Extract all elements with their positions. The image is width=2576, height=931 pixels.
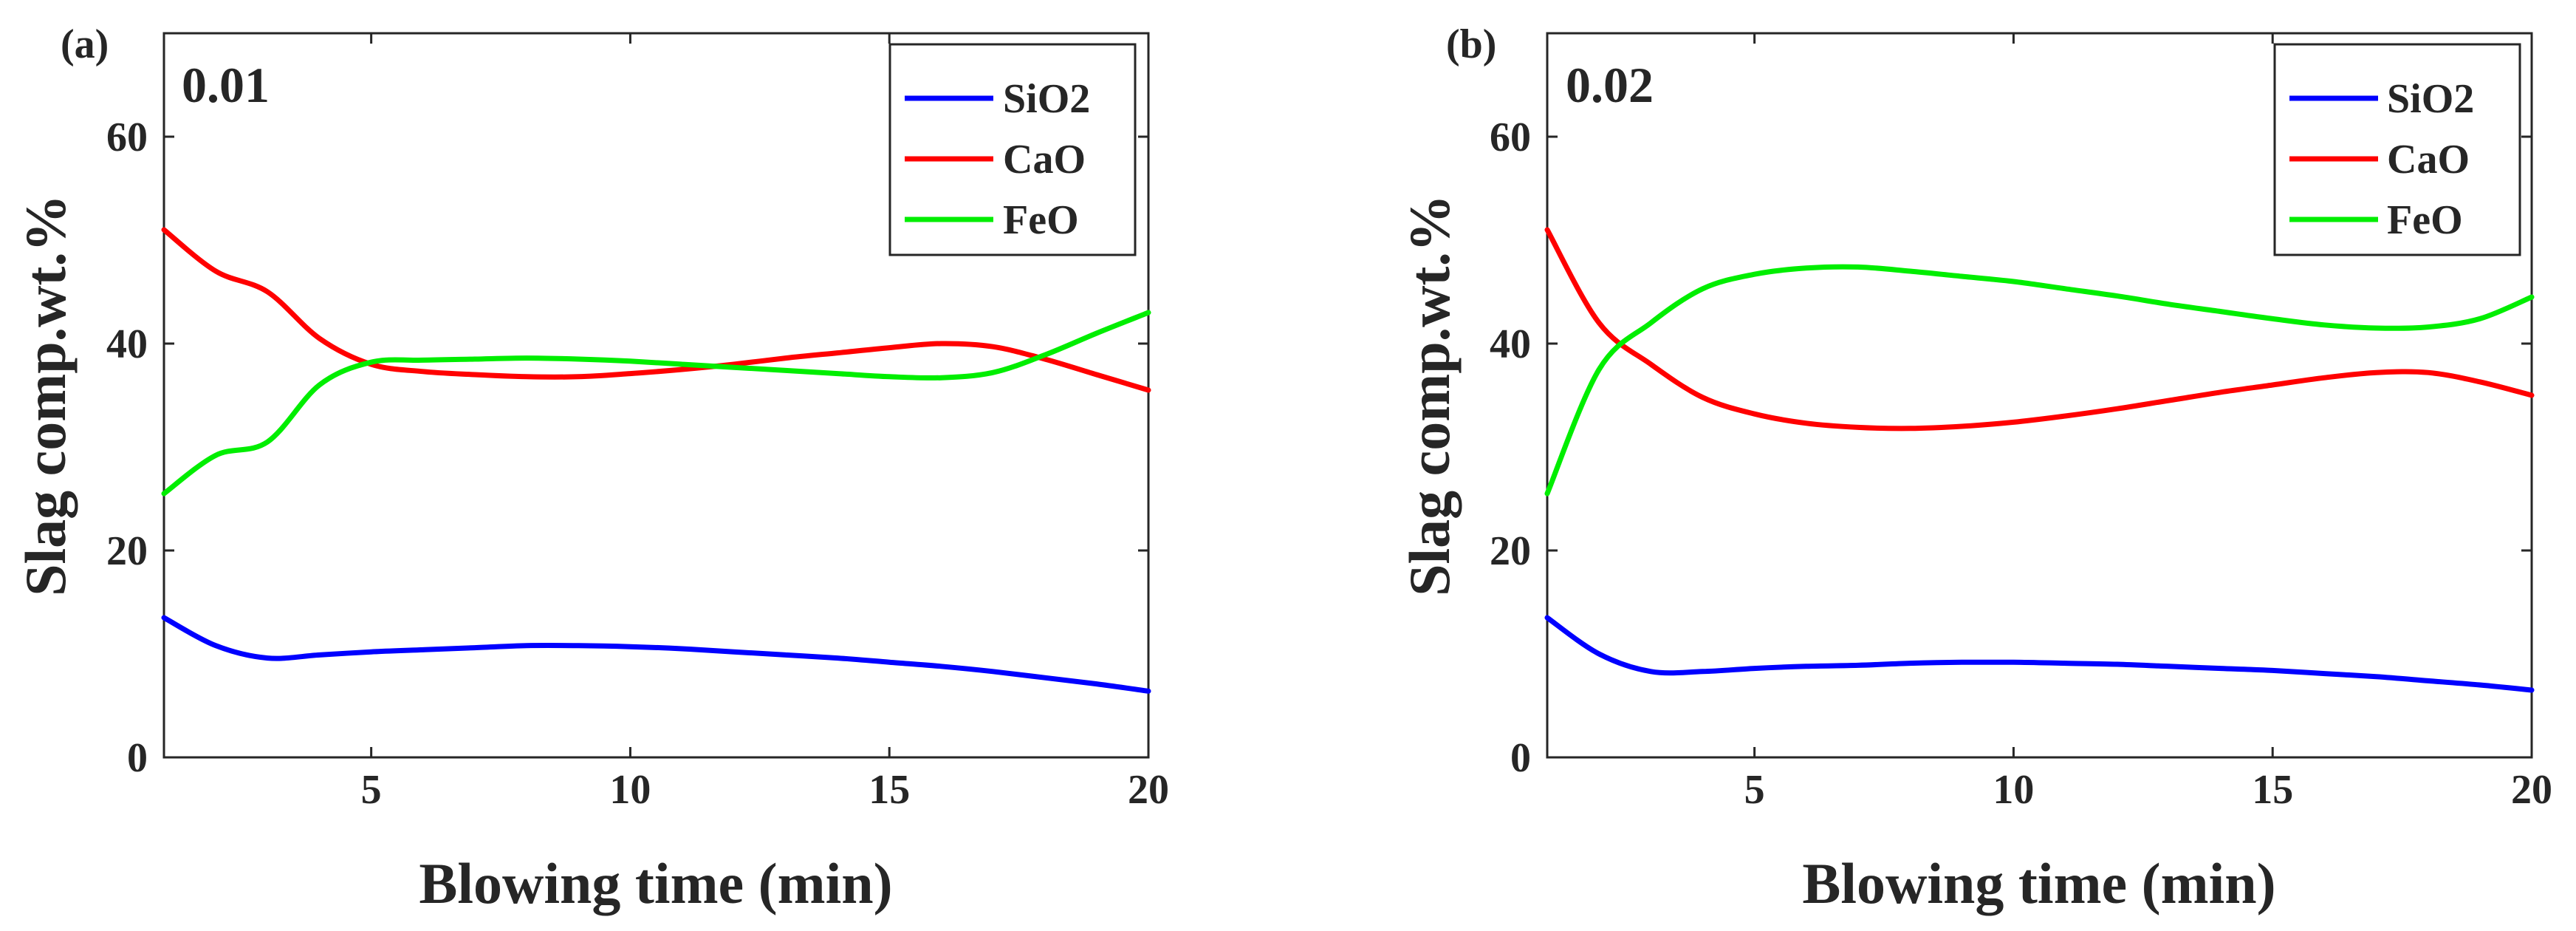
panel-b-series-line-cao	[1544, 227, 2535, 432]
panel-a-x-tick-label-20: 20	[1128, 767, 1169, 813]
panel-a-series-line-feo	[161, 310, 1151, 497]
panel-a: 5 10 15 20 0 20 40 60 (a) 0.01 Blowing time (mi…	[13, 21, 1169, 915]
panel-a-ticks: 5 10 15 20 0 20 40 60	[106, 33, 1169, 813]
panel-a-y-tick-label-20: 20	[106, 528, 148, 574]
panel-a-series	[161, 227, 1151, 694]
panel-a-y-axis-label: Slag comp.wt.%	[13, 194, 78, 596]
panel-b-legend-label-sio2: SiO2	[2387, 76, 2474, 122]
panel-b-ticks: 5 10 15 20 0 20 40 60	[1490, 33, 2552, 813]
panel-a-legend-label-cao: CaO	[1003, 137, 1086, 183]
panel-a-x-tick-label-15: 15	[869, 767, 910, 813]
panel-a-legend: SiO2 CaO FeO	[888, 43, 1137, 256]
panel-a-x-tick-label-5: 5	[361, 767, 382, 813]
panel-b-series-line-feo	[1544, 264, 2535, 497]
panel-b-y-tick-label-60: 60	[1490, 115, 1531, 160]
panel-a-legend-label-feo: FeO	[1003, 197, 1079, 243]
panel-b-annotation: 0.02	[1566, 57, 1654, 113]
panel-b-x-tick-label-20: 20	[2511, 767, 2552, 813]
panel-b-series-line-sio2	[1544, 615, 2535, 693]
panel-a-annotation: 0.01	[182, 57, 270, 113]
panel-a-series-line-sio2	[161, 615, 1151, 694]
panel-b-legend-label-cao: CaO	[2387, 137, 2470, 183]
panel-b-panel-label: (b)	[1446, 21, 1496, 67]
panel-a-panel-label: (a)	[61, 21, 109, 67]
panel-b-y-tick-label-0: 0	[1510, 735, 1531, 781]
panel-b-y-tick-label-40: 40	[1490, 321, 1531, 367]
panel-b-y-axis-label: Slag comp.wt.%	[1397, 194, 1462, 596]
panel-a-y-tick-label-0: 0	[127, 735, 148, 781]
panel-a-series-line-cao	[161, 227, 1151, 393]
panel-b-series	[1544, 227, 2535, 693]
panel-a-y-tick-label-60: 60	[106, 115, 148, 160]
panel-a-legend-label-sio2: SiO2	[1003, 76, 1090, 122]
panel-a-y-tick-label-40: 40	[106, 321, 148, 367]
panel-a-x-axis-label: Blowing time (min)	[419, 851, 892, 915]
panel-b-x-tick-label-15: 15	[2252, 767, 2293, 813]
panel-b-x-tick-label-10: 10	[1993, 767, 2034, 813]
panel-b-x-tick-label-5: 5	[1744, 767, 1765, 813]
panel-b-legend-label-feo: FeO	[2387, 197, 2463, 243]
panel-b: 5 10 15 20 0 20 40 60 (b) 0.02 Blowing time (mi…	[1397, 21, 2552, 915]
panel-b-x-axis-label: Blowing time (min)	[1802, 851, 2275, 915]
panel-a-plot-frame	[162, 32, 1150, 759]
panel-b-legend: SiO2 CaO FeO	[2273, 43, 2521, 256]
panel-a-x-tick-label-10: 10	[609, 767, 651, 813]
panel-b-y-tick-label-20: 20	[1490, 528, 1531, 574]
